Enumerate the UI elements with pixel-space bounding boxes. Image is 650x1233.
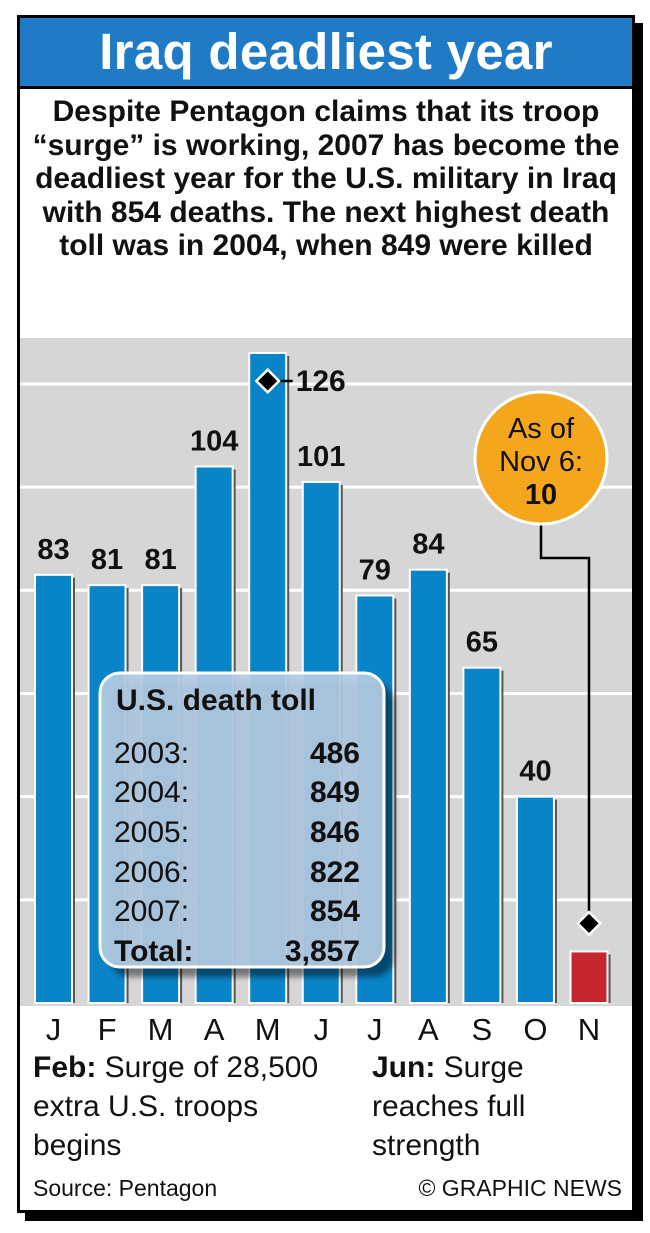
bar-value-label: 40 (519, 756, 551, 788)
month-label: J (46, 1012, 62, 1043)
toll-year: 2007: (114, 895, 189, 928)
note-february: Feb: Surge of 28,500 extra U.S. troops b… (33, 1048, 333, 1165)
toll-year: 2003: (114, 737, 189, 770)
title-band: Iraq deadliest year (20, 18, 632, 89)
source-credit: Source: Pentagon (33, 1175, 218, 1201)
bar (408, 568, 448, 1005)
november-callout: As of Nov 6: 10 (473, 390, 609, 937)
note-february-label: Feb: (33, 1051, 97, 1084)
publisher-credit: © GRAPHIC NEWS (418, 1175, 622, 1201)
month-label: A (204, 1012, 225, 1043)
month-label: N (578, 1012, 600, 1043)
bar-value-label: 84 (412, 529, 444, 561)
death-toll-box-background (98, 671, 386, 969)
value-labels: 83 81 81 104 126 101 79 84 65 40 (37, 338, 551, 788)
toll-total-label: Total: (114, 935, 193, 968)
month-label: F (98, 1012, 117, 1043)
peak-diamond-icon (254, 367, 281, 395)
note-june: Jun: Surge reaches full strength (372, 1048, 622, 1165)
bar-value-label: 104 (190, 425, 238, 457)
toll-value: 822 (310, 856, 360, 889)
month-label: S (472, 1012, 493, 1043)
bar (462, 666, 502, 1004)
toll-value: 849 (310, 776, 360, 809)
subtitle: Despite Pentagon claims that its troop “… (32, 95, 620, 263)
toll-year: 2004: (114, 776, 189, 809)
month-label: J (367, 1012, 383, 1043)
callout-line-2: Nov 6: (499, 446, 583, 478)
note-february-text: Surge of 28,500 extra U.S. troops begins (33, 1051, 319, 1162)
month-label: A (418, 1012, 439, 1043)
bar-value-label: 81 (144, 544, 176, 576)
month-label: O (523, 1012, 547, 1043)
month-label: M (255, 1012, 281, 1043)
toll-total-value: 3,857 (285, 935, 360, 968)
bar-value-label: 101 (297, 441, 345, 473)
month-label: J (314, 1012, 330, 1043)
callout-leader-line (539, 518, 591, 924)
bar (34, 573, 73, 1004)
toll-year: 2005: (114, 816, 189, 849)
infographic-frame: Iraq deadliest year Despite Pentagon cla… (17, 15, 635, 1213)
page-title: Iraq deadliest year (99, 23, 553, 80)
bar (515, 795, 555, 1004)
peak-marker: 126 (254, 365, 346, 398)
note-june-text: Surge reaches full strength (372, 1051, 526, 1162)
callout-value: 10 (525, 479, 557, 511)
bar-value-label: 79 (359, 554, 391, 586)
death-toll-title: U.S. death toll (116, 684, 316, 717)
callout-line-1: As of (508, 413, 575, 445)
bar-value-label: 126 (244, 338, 292, 344)
bar-value-label: 83 (37, 534, 69, 566)
month-label: M (148, 1012, 174, 1043)
death-toll-box: U.S. death toll 2003: 486 2004: 849 2005… (98, 671, 394, 977)
toll-value: 846 (310, 816, 360, 849)
bar-value-label: 81 (91, 544, 123, 576)
toll-year: 2006: (114, 856, 189, 889)
callout-diamond-icon (575, 910, 603, 937)
note-june-label: Jun: (372, 1051, 436, 1084)
bar (569, 950, 609, 1005)
peak-value-label: 126 (296, 365, 346, 398)
toll-value: 854 (310, 895, 360, 928)
toll-value: 486 (310, 737, 360, 770)
bar-value-label: 65 (466, 627, 498, 659)
callout-circle (473, 390, 609, 526)
